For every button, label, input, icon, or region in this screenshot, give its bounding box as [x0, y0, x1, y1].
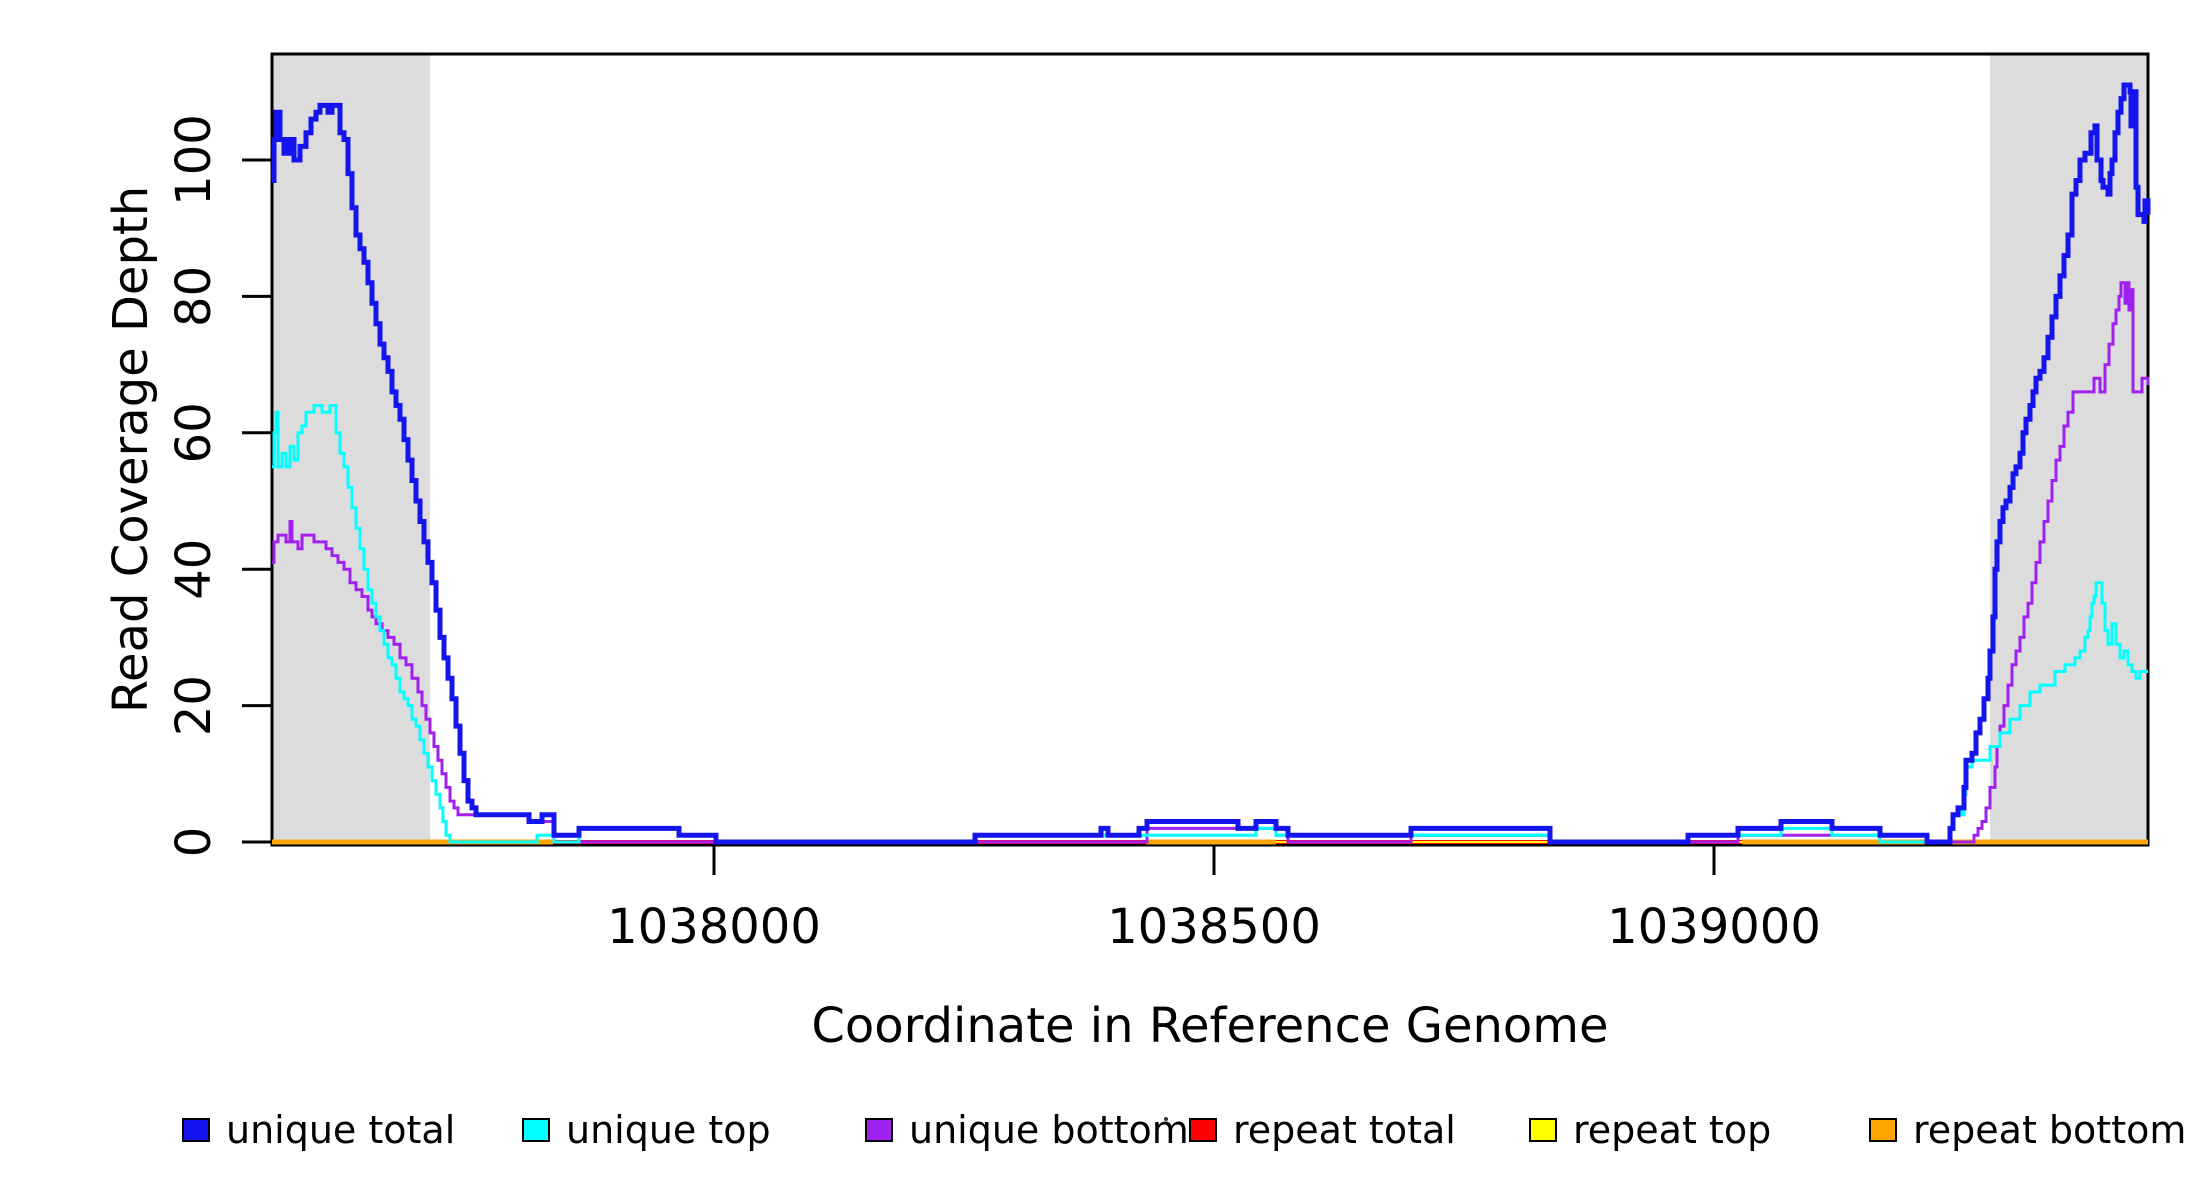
legend-swatch-unique-bottom	[865, 1118, 893, 1142]
legend-item-repeat-bottom: repeat bottom	[1869, 1104, 2186, 1156]
legend-item-unique-top: unique top	[522, 1104, 771, 1156]
legend-label: repeat top	[1573, 1108, 1772, 1152]
plot-frame	[270, 52, 2150, 847]
legend-item-repeat-total: repeat total	[1189, 1104, 1456, 1156]
legend-label: unique total	[226, 1108, 456, 1152]
x-tick-label-1039000: 1039000	[1607, 899, 1821, 955]
series-unique-top	[272, 404, 2148, 844]
y-tick-label-80: 80	[166, 266, 222, 327]
legend-item-unique-total: unique total	[182, 1104, 455, 1156]
legend-swatch-unique-total	[182, 1118, 210, 1142]
legend-label: unique top	[566, 1108, 771, 1152]
legend-swatch-unique-top	[522, 1118, 550, 1142]
legend: unique total unique top unique bottom repea…	[0, 1104, 2200, 1156]
x-axis-title: Coordinate in Reference Genome	[811, 998, 1608, 1054]
x-tick-label-1038000: 1038000	[607, 899, 821, 955]
y-tick-label-40: 40	[166, 539, 222, 600]
stray-dot	[1164, 1117, 1168, 1121]
legend-label: unique bottom	[909, 1108, 1189, 1152]
legend-label: repeat bottom	[1913, 1108, 2187, 1152]
legend-item-repeat-top: repeat top	[1529, 1104, 1771, 1156]
x-tick-label-1038500: 1038500	[1107, 899, 1321, 955]
y-tick-label-60: 60	[166, 402, 222, 463]
legend-item-unique-bottom: unique bottom	[865, 1104, 1189, 1156]
series-unique-total	[271, 82, 2151, 845]
y-tick-label-100: 100	[166, 114, 222, 206]
y-tick-label-20: 20	[166, 675, 222, 736]
legend-swatch-repeat-bottom	[1869, 1118, 1897, 1142]
y-tick-label-0: 0	[166, 827, 222, 858]
y-axis-title: Read Coverage Depth	[103, 186, 159, 713]
shaded-band-right	[1990, 54, 2148, 845]
legend-label: repeat total	[1233, 1108, 1456, 1152]
legend-swatch-repeat-total	[1189, 1118, 1217, 1142]
series-unique-bottom	[272, 281, 2150, 844]
legend-swatch-repeat-top	[1529, 1118, 1557, 1142]
